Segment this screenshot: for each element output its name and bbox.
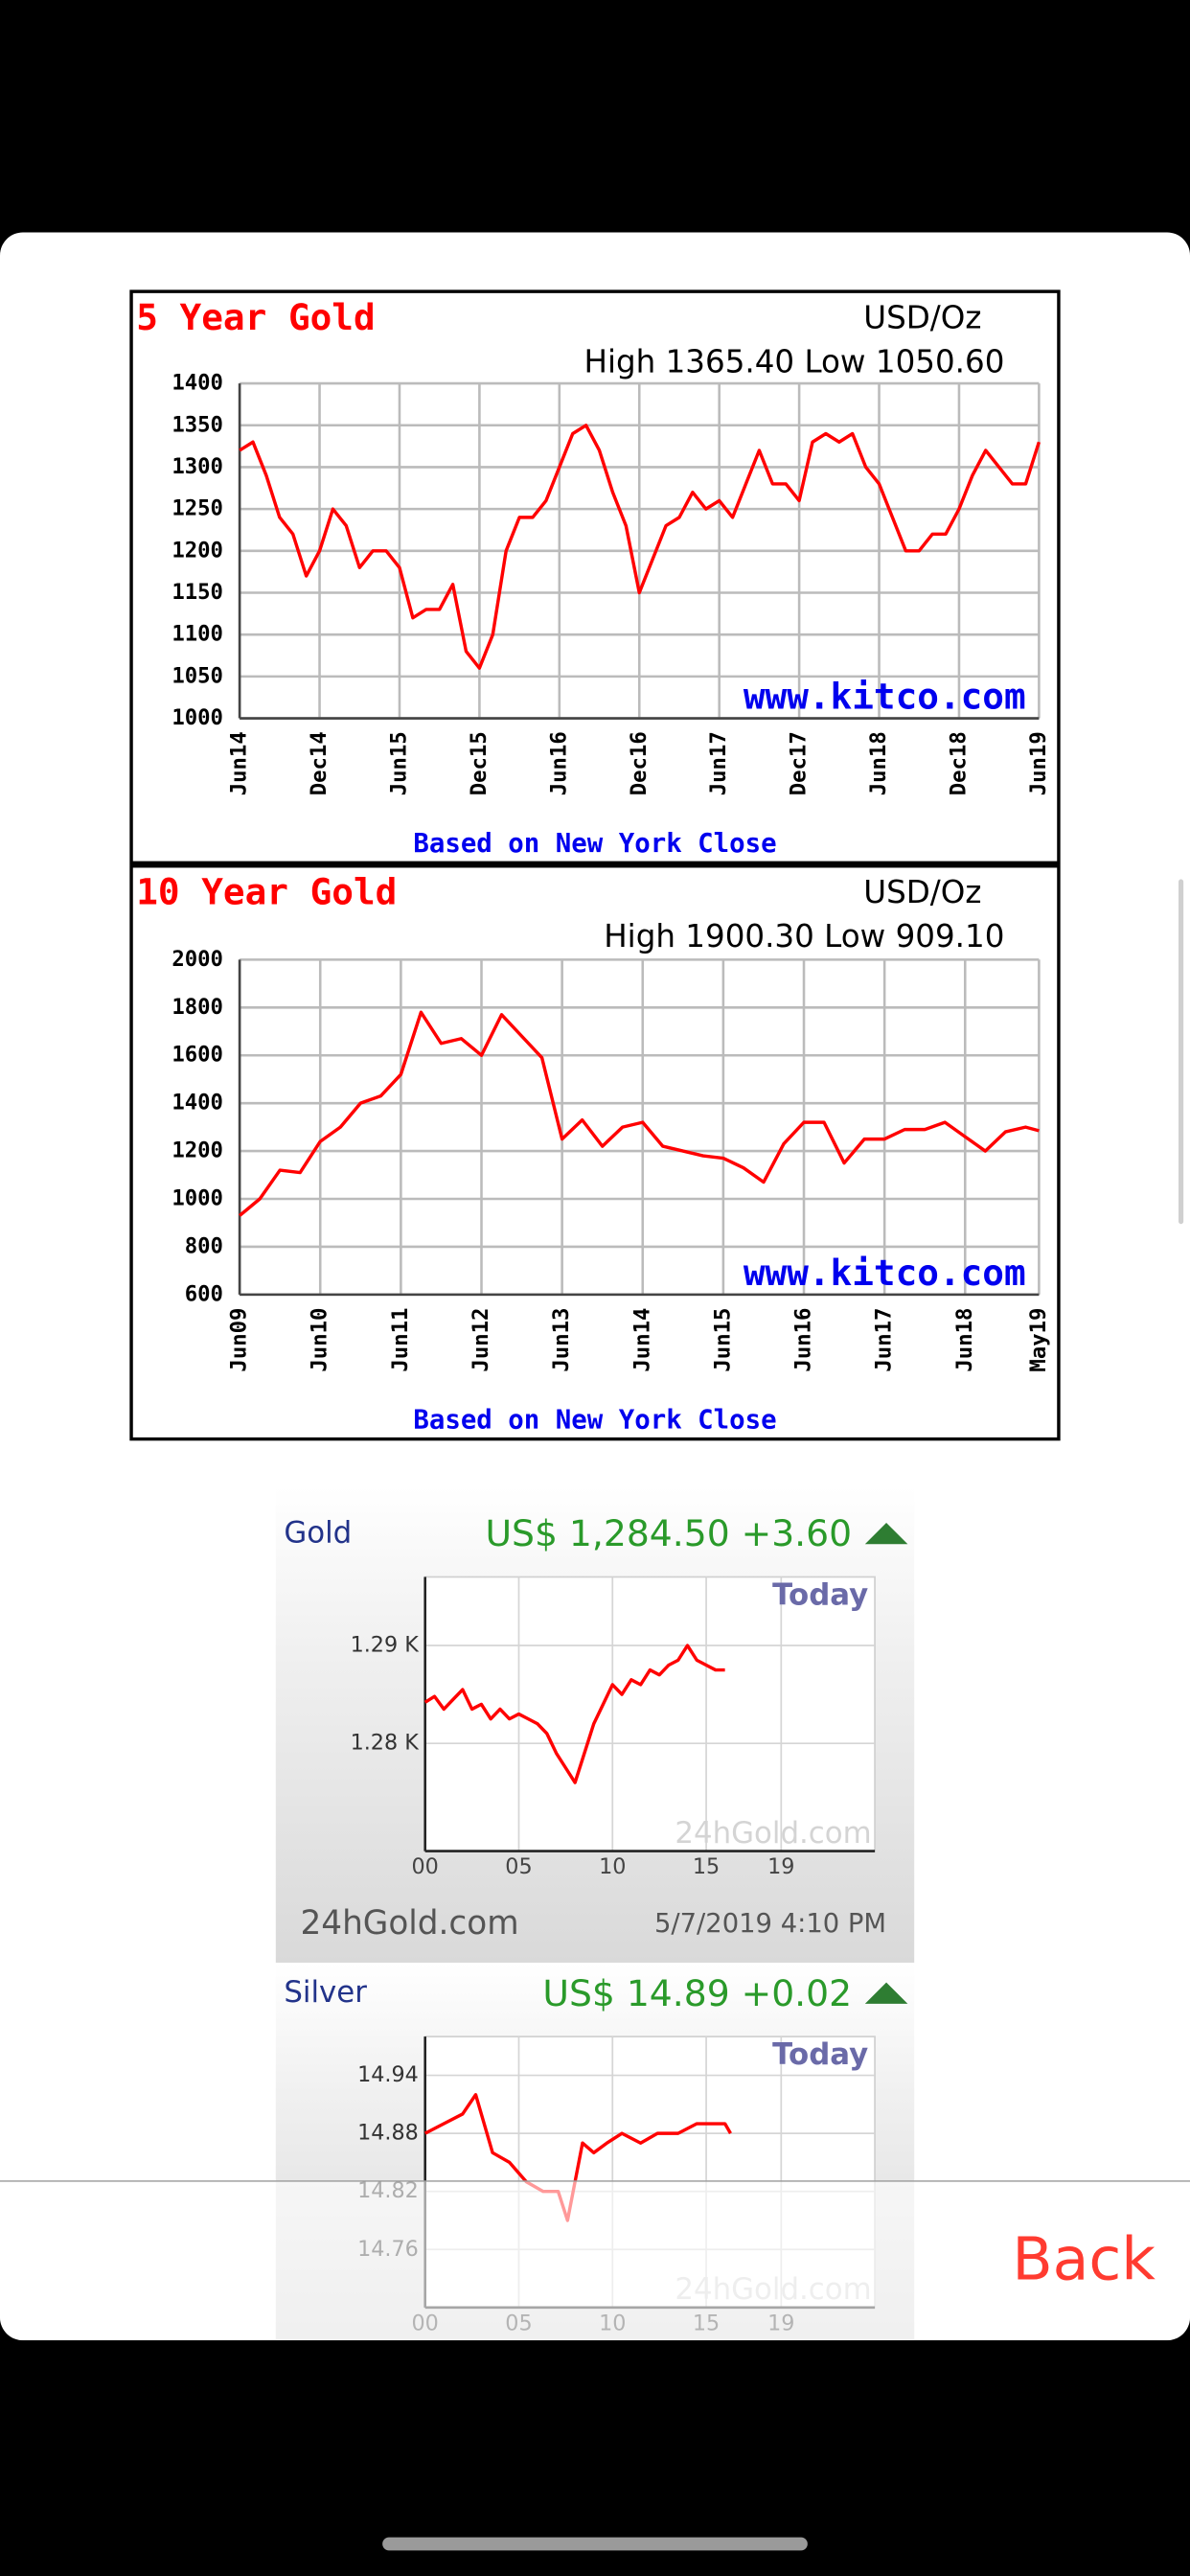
period-label: Today: [772, 1578, 868, 1613]
x-tick-label: Jun16: [791, 1308, 816, 1372]
y-tick-label: 14.88: [357, 2121, 419, 2146]
price-line: [423, 2093, 732, 2222]
timestamp: 5/7/2019 4:10 PM: [654, 1909, 886, 1939]
x-tick-label: Jun09: [227, 1308, 252, 1372]
x-tick-label: 10: [599, 1854, 626, 1879]
period-label: Today: [772, 2037, 868, 2072]
x-tick-label: Jun15: [710, 1308, 735, 1372]
x-tick-label: Dec16: [627, 731, 652, 795]
y-tick-label: 1250: [172, 496, 223, 521]
chart-subtitle: High 1900.30 Low 909.10: [604, 918, 1004, 954]
plot-bg: [423, 1576, 876, 1852]
y-tick-label: 1200: [172, 538, 223, 563]
watermark: 24hGold.com: [675, 1816, 871, 1851]
x-tick-label: Jun19: [1026, 731, 1051, 795]
price: US$ 1,284.50 +3.60: [485, 1512, 852, 1554]
bottom-bar-bg: [0, 2180, 1190, 2341]
x-tick-label: Jun10: [308, 1308, 332, 1372]
y-tick-label: 1150: [172, 580, 223, 605]
x-tick-label: 15: [693, 1854, 720, 1879]
up-arrow: [864, 1982, 908, 2004]
chart-note: Based on New York Close: [413, 1405, 776, 1435]
chart-note: Based on New York Close: [413, 829, 776, 859]
x-tick-label: 19: [767, 1854, 794, 1879]
y-tick-label: 1600: [172, 1043, 223, 1068]
y-tick-label: 1400: [172, 371, 223, 396]
unit-label: USD/Oz: [863, 299, 981, 335]
x-tick-label: Dec15: [467, 731, 492, 795]
y-tick-label: 1300: [172, 454, 223, 479]
chart-frame: [129, 864, 1061, 1441]
y-tick-label: 1200: [172, 1138, 223, 1163]
x-tick-label: Jun12: [469, 1308, 493, 1372]
up-arrow: [864, 1522, 908, 1545]
x-tick-label: Jun18: [952, 1308, 977, 1372]
y-tick-label: 1350: [172, 412, 223, 437]
price-line: [239, 1010, 1040, 1217]
chart-title: 10 Year Gold: [136, 870, 397, 912]
y-tick-label: 2000: [172, 947, 223, 972]
x-tick-label: Jun17: [706, 731, 731, 795]
card: 5 Year Gold USD/Oz High 1365.40 Low 1050.6…: [0, 232, 1190, 2341]
scroll-indicator: [1179, 879, 1184, 1225]
x-tick-label: Jun17: [872, 1308, 897, 1372]
price-line: [423, 1644, 725, 1784]
y-tick-label: 800: [185, 1233, 223, 1258]
y-tick-label: 14.94: [357, 2062, 419, 2087]
y-tick-label: 1000: [172, 705, 223, 730]
watermark: www.kitco.com: [744, 1252, 1026, 1294]
y-tick-label: 1100: [172, 622, 223, 647]
chart-subtitle: High 1365.40 Low 1050.60: [584, 344, 1005, 380]
x-tick-label: Dec17: [787, 731, 812, 795]
x-tick-label: Jun11: [388, 1308, 413, 1372]
x-tick-label: Dec14: [307, 731, 332, 795]
price-line: [239, 424, 1041, 670]
chart-frame: [129, 289, 1061, 865]
x-tick-label: Jun16: [546, 731, 571, 795]
watermark: www.kitco.com: [744, 675, 1026, 717]
widget-title: Silver: [284, 1975, 367, 2010]
x-tick-label: Jun13: [549, 1308, 574, 1372]
x-tick-label: Dec18: [946, 731, 971, 795]
price: US$ 14.89 +0.02: [542, 1972, 852, 2014]
unit-label: USD/Oz: [863, 874, 981, 910]
x-tick-label: 05: [505, 1854, 532, 1879]
y-tick-label: 1.28 K: [351, 1731, 421, 1756]
y-tick-label: 1.29 K: [351, 1633, 421, 1658]
y-tick-label: 1400: [172, 1091, 223, 1116]
home-indicator: [382, 2537, 808, 2551]
widget-title: Gold: [284, 1515, 352, 1550]
y-tick-label: 600: [185, 1281, 223, 1306]
x-tick-label: Jun15: [386, 731, 411, 795]
y-tick-label: 1000: [172, 1186, 223, 1211]
x-tick-label: May19: [1026, 1308, 1051, 1372]
x-tick-label: 00: [412, 1854, 439, 1879]
back-button[interactable]: Back: [1012, 2225, 1156, 2294]
y-tick-label: 1800: [172, 995, 223, 1020]
y-tick-label: 1050: [172, 663, 223, 688]
x-tick-label: Jun14: [629, 1308, 654, 1372]
chart-title: 5 Year Gold: [136, 296, 375, 338]
bottom-bar: Back: [0, 2180, 1190, 2341]
x-tick-label: Jun18: [866, 731, 891, 795]
x-tick-label: Jun14: [227, 731, 252, 795]
source-label: 24hGold.com: [300, 1904, 518, 1943]
